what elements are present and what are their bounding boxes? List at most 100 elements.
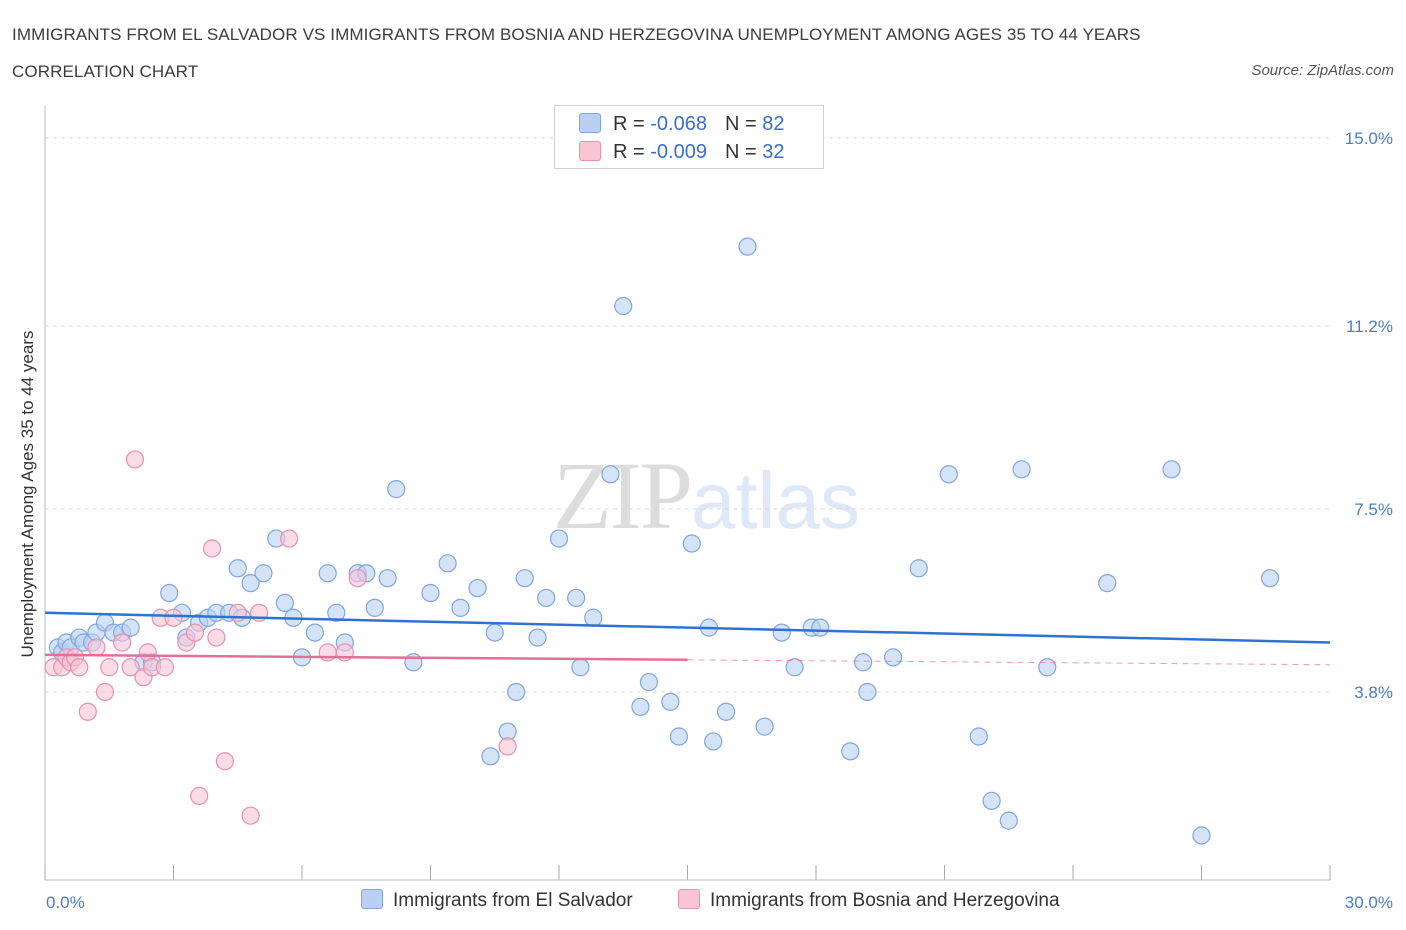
x-tick-label: 0.0%	[46, 893, 85, 912]
y-tick-label: 11.2%	[1346, 317, 1393, 336]
series-bosnia-points	[44, 450, 517, 825]
data-point-el-salvador	[1038, 658, 1057, 677]
watermark-atlas: atlas	[691, 456, 860, 545]
data-point-bosnia	[241, 806, 260, 825]
data-point-el-salvador	[858, 682, 877, 702]
bottom-legend-swatch-bosnia	[678, 889, 700, 909]
watermark: ZIPatlas	[553, 440, 860, 551]
bottom-legend-el-salvador: Immigrants from El Salvador	[361, 889, 633, 915]
data-point-el-salvador	[305, 623, 324, 642]
bottom-legend-swatch-el-salvador	[361, 889, 383, 909]
y-axis-title: Unemployment Among Ages 35 to 44 years	[18, 331, 37, 658]
data-point-el-salvador	[682, 534, 701, 553]
bottom-legend-label-bosnia: Immigrants from Bosnia and Herzegovina	[710, 890, 1060, 911]
legend-n-value: 82	[762, 113, 785, 135]
data-point-bosnia	[87, 638, 106, 657]
data-point-el-salvador	[228, 559, 247, 578]
data-point-bosnia	[112, 633, 132, 652]
data-point-bosnia	[348, 569, 367, 588]
y-tick-label: 15.0%	[1345, 129, 1393, 148]
data-point-el-salvador	[601, 465, 620, 484]
axis-labels: 3.8% 7.5% 11.2% 15.0% 0.0% 30.0% Unemployment …	[18, 129, 1393, 912]
data-point-el-salvador	[584, 608, 603, 627]
legend-r-value: -0.068	[650, 113, 707, 135]
y-tick-label: 3.8%	[1354, 683, 1393, 702]
data-point-bosnia	[95, 682, 115, 702]
data-point-el-salvador	[1098, 574, 1117, 593]
data-point-el-salvador	[567, 588, 586, 608]
data-point-bosnia	[498, 737, 517, 756]
data-point-el-salvador	[507, 682, 526, 702]
data-point-el-salvador	[939, 465, 958, 484]
data-point-bosnia	[185, 623, 205, 642]
data-point-bosnia	[228, 603, 247, 622]
data-point-el-salvador	[738, 237, 757, 256]
data-point-el-salvador	[327, 603, 346, 622]
data-point-el-salvador	[318, 564, 337, 583]
series-el-salvador-points	[48, 237, 1280, 845]
data-point-el-salvador	[999, 811, 1018, 830]
data-point-el-salvador	[275, 593, 294, 613]
source-label: Source: ZipAtlas.com	[1251, 62, 1394, 79]
y-tick-label: 7.5%	[1354, 500, 1393, 519]
data-point-el-salvador	[378, 569, 397, 588]
data-point-el-salvador	[537, 588, 556, 608]
data-point-el-salvador	[704, 732, 723, 751]
data-point-bosnia	[280, 529, 299, 548]
legend-r-value: -0.009	[650, 141, 707, 163]
data-point-bosnia	[70, 658, 89, 677]
data-point-el-salvador	[1012, 460, 1031, 479]
data-point-bosnia	[78, 702, 97, 721]
bottom-legend-label-el-salvador: Immigrants from El Salvador	[393, 890, 633, 911]
trend-line-bosnia-extension	[687, 659, 1331, 666]
watermark-zip: ZIP	[553, 442, 693, 549]
data-point-bosnia	[121, 658, 140, 677]
data-point-el-salvador	[528, 628, 547, 647]
data-point-bosnia	[155, 658, 175, 677]
data-point-el-salvador	[254, 564, 273, 583]
data-point-bosnia	[125, 450, 145, 469]
data-point-el-salvador	[387, 480, 406, 499]
data-point-el-salvador	[571, 658, 590, 677]
data-point-el-salvador	[121, 618, 140, 637]
data-point-el-salvador	[481, 747, 500, 766]
legend-n-label: N =	[724, 113, 757, 135]
data-point-el-salvador	[451, 598, 470, 617]
data-point-el-salvador	[631, 697, 650, 716]
data-point-el-salvador	[1162, 460, 1181, 479]
legend-n-value: 32	[762, 141, 785, 163]
data-point-el-salvador	[421, 583, 440, 603]
data-point-el-salvador	[1192, 826, 1211, 845]
data-point-el-salvador	[755, 717, 774, 736]
trend-line-bosnia	[44, 653, 688, 662]
data-point-el-salvador	[969, 727, 988, 746]
legend-r-label: R =	[613, 141, 645, 163]
data-point-bosnia	[190, 786, 209, 805]
data-point-el-salvador	[549, 529, 569, 548]
legend-row-el-salvador: R = -0.068 N = 82	[579, 113, 784, 137]
data-point-el-salvador	[1260, 569, 1280, 588]
data-point-el-salvador	[160, 583, 179, 603]
data-point-el-salvador	[785, 658, 804, 677]
data-point-el-salvador	[841, 742, 860, 761]
data-point-bosnia	[202, 539, 222, 558]
data-point-bosnia	[318, 643, 337, 662]
data-point-el-salvador	[438, 554, 457, 573]
legend-row-bosnia: R = -0.009 N = 32	[579, 141, 784, 165]
bottom-legend-bosnia: Immigrants from Bosnia and Herzegovina	[678, 889, 1060, 915]
data-point-el-salvador	[661, 692, 680, 711]
data-point-bosnia	[215, 752, 234, 771]
data-point-el-salvador	[716, 702, 736, 721]
legend-r-label: R =	[613, 113, 645, 135]
trend-line-el-salvador	[44, 611, 1331, 644]
data-point-el-salvador	[909, 559, 928, 578]
data-point-el-salvador	[614, 296, 633, 316]
data-point-el-salvador	[404, 653, 423, 672]
trend-lines	[44, 611, 1331, 666]
data-point-bosnia	[164, 608, 183, 627]
x-tick-label: 30.0%	[1345, 893, 1393, 912]
data-point-el-salvador	[365, 598, 384, 617]
data-point-el-salvador	[669, 727, 689, 746]
legend-n-label: N =	[724, 141, 757, 163]
